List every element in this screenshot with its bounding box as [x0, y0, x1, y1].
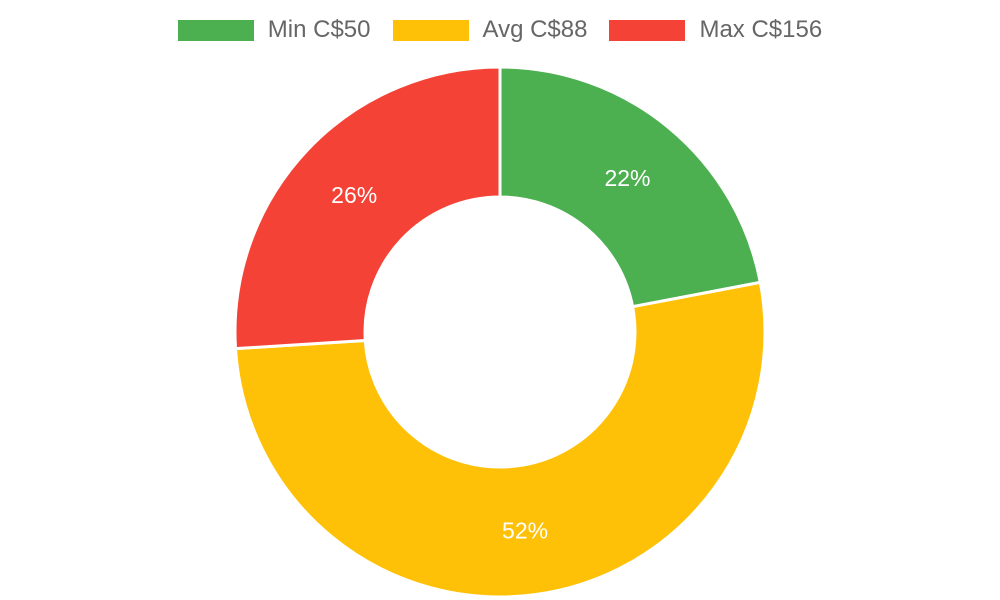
legend-swatch-avg: [392, 19, 469, 41]
legend-label-min: Min C$50: [267, 16, 371, 43]
legend-label-avg: Avg C$88: [482, 16, 588, 43]
slice-min[interactable]: [498, 65, 763, 309]
legend-item-max[interactable]: Max C$156: [609, 16, 822, 44]
legend: Min C$50 Avg C$88 Max C$156: [0, 16, 1000, 44]
legend-swatch-min: [177, 19, 254, 41]
legend-label-max: Max C$156: [699, 16, 823, 43]
slice-avg[interactable]: [233, 280, 767, 599]
slice-label-min: 22%: [604, 165, 650, 191]
legend-item-min[interactable]: Min C$50: [177, 16, 371, 44]
slice-max[interactable]: [233, 65, 502, 351]
legend-item-avg[interactable]: Avg C$88: [392, 16, 588, 44]
legend-swatch-max: [609, 19, 686, 41]
slice-label-max: 26%: [331, 182, 377, 208]
slice-label-avg: 52%: [502, 517, 548, 543]
